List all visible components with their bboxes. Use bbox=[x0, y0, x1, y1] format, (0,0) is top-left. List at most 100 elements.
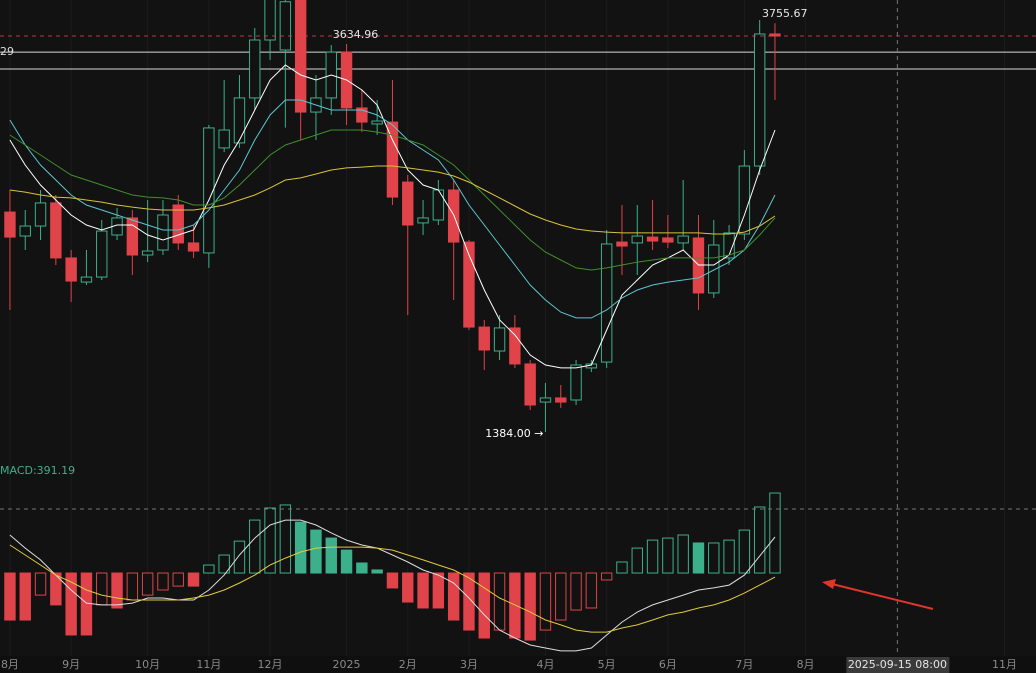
macd-bar bbox=[417, 572, 429, 609]
candle-body bbox=[187, 242, 200, 252]
candle-body bbox=[402, 181, 414, 226]
x-tick-label: 6月 bbox=[659, 658, 677, 671]
macd-bar bbox=[662, 537, 674, 574]
crosshair-label: 2025-09-15 08:00 bbox=[848, 658, 947, 671]
candle-body bbox=[753, 33, 766, 167]
macd-bar bbox=[524, 572, 536, 641]
macd-bar bbox=[447, 572, 460, 621]
candle-body bbox=[172, 204, 184, 244]
crosshair-label-box bbox=[846, 657, 950, 673]
macd-bar bbox=[294, 521, 307, 574]
macd-bar bbox=[539, 572, 552, 631]
candle-body bbox=[600, 243, 613, 363]
arrow-shaft bbox=[831, 583, 934, 610]
macd-bar bbox=[631, 547, 643, 574]
candle-body bbox=[662, 237, 674, 243]
x-tick-label: 7月 bbox=[735, 658, 753, 671]
macd-bar bbox=[264, 507, 276, 574]
candle-body bbox=[371, 120, 383, 125]
macd-dea-line bbox=[9, 544, 776, 633]
macd-bar bbox=[555, 572, 567, 621]
macd-bar bbox=[203, 564, 215, 574]
x-tick-label: 11月 bbox=[992, 658, 1017, 671]
macd-bar bbox=[310, 529, 322, 574]
candle-body bbox=[203, 127, 215, 254]
x-tick-label: 11月 bbox=[196, 658, 221, 671]
candle-body bbox=[524, 363, 536, 406]
candle-body bbox=[463, 241, 475, 328]
macd-bar bbox=[34, 572, 47, 596]
macd-bar bbox=[753, 506, 766, 574]
macd-bar bbox=[218, 554, 230, 574]
macd-panel bbox=[4, 492, 781, 652]
macd-bar bbox=[50, 572, 62, 606]
macd-bar bbox=[478, 572, 490, 639]
macd-bar bbox=[509, 572, 521, 639]
candle-body bbox=[509, 327, 521, 365]
candle-body bbox=[555, 397, 567, 403]
macd-bar bbox=[692, 542, 705, 574]
macd-dif-line bbox=[9, 519, 776, 652]
candle-body bbox=[493, 327, 506, 352]
candle-body bbox=[4, 211, 16, 238]
macd-bar bbox=[233, 540, 246, 574]
macd-bar bbox=[19, 572, 31, 621]
price-panel bbox=[0, 0, 1036, 433]
macd-bar bbox=[279, 504, 292, 574]
candle-body bbox=[233, 97, 246, 144]
x-tick-label: 9月 bbox=[62, 658, 80, 671]
macd-bar bbox=[585, 572, 598, 609]
candle-body bbox=[141, 250, 154, 256]
candle-body bbox=[631, 235, 643, 244]
macd-bar bbox=[432, 572, 445, 609]
high-label: 3634.96 bbox=[333, 28, 379, 41]
low-label: 1384.00 → bbox=[485, 427, 543, 440]
macd-bar bbox=[616, 561, 628, 574]
macd-bar bbox=[708, 542, 720, 574]
macd-label: MACD:391.19 bbox=[0, 464, 75, 477]
x-tick-label: 8月 bbox=[797, 658, 815, 671]
macd-bar bbox=[157, 572, 169, 591]
candle-body bbox=[478, 326, 490, 351]
candle-body bbox=[616, 241, 628, 247]
candle-body bbox=[677, 235, 689, 244]
price-line-label: 29 bbox=[0, 45, 14, 58]
candle-body bbox=[386, 121, 399, 198]
moving-average bbox=[9, 64, 776, 369]
candle-body bbox=[34, 202, 47, 227]
macd-bar bbox=[600, 572, 613, 581]
x-tick-label: 5月 bbox=[598, 658, 616, 671]
candle-body bbox=[264, 0, 276, 41]
candle-body bbox=[19, 225, 31, 237]
macd-bar bbox=[340, 549, 353, 574]
x-axis-band bbox=[0, 656, 1036, 673]
macd-bar bbox=[126, 572, 139, 601]
x-tick-label: 2025 bbox=[333, 658, 361, 671]
x-tick-label: 10月 bbox=[135, 658, 160, 671]
candle-body bbox=[126, 217, 139, 256]
macd-bar bbox=[325, 537, 337, 574]
macd-bar bbox=[493, 572, 506, 631]
macd-bar bbox=[111, 572, 123, 609]
macd-bar bbox=[677, 534, 689, 574]
macd-bar bbox=[402, 572, 414, 603]
macd-bar bbox=[463, 572, 475, 631]
macd-bar bbox=[738, 529, 751, 574]
macd-bar bbox=[371, 569, 383, 574]
candle-body bbox=[769, 33, 781, 37]
macd-bar bbox=[356, 562, 368, 574]
candle-body bbox=[356, 107, 368, 123]
x-tick-label: 4月 bbox=[536, 658, 554, 671]
macd-bar bbox=[4, 572, 16, 621]
macd-bar bbox=[723, 539, 735, 574]
x-tick-label: 8月 bbox=[1, 658, 19, 671]
candle-body bbox=[96, 230, 108, 278]
macd-bar bbox=[249, 519, 261, 574]
candle-body bbox=[646, 236, 659, 242]
candle-body bbox=[249, 39, 261, 99]
candle-body bbox=[80, 276, 93, 283]
moving-average bbox=[9, 165, 776, 235]
macd-bar bbox=[386, 572, 399, 589]
